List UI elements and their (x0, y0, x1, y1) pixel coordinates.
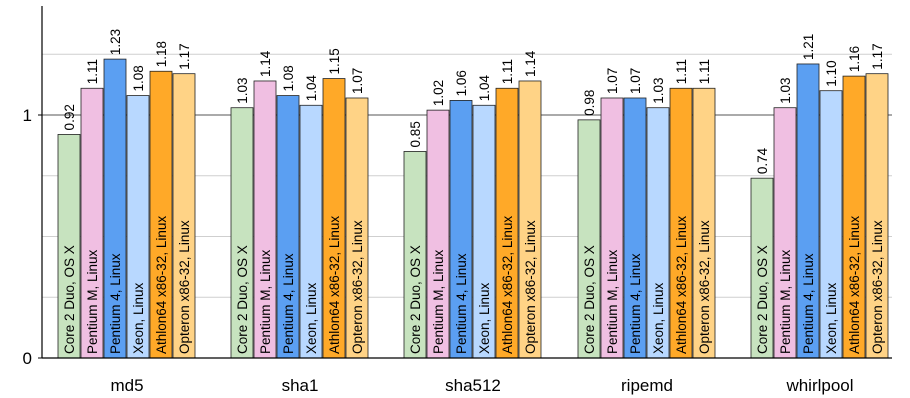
bar-series-label: Xeon, Linux (477, 282, 492, 354)
value-label: 1.07 (350, 68, 365, 94)
value-label: 1.15 (327, 48, 342, 74)
bar-series-label: Xeon, Linux (651, 282, 666, 354)
bar-series-label: Athlon64 x86-32, Linux (674, 216, 689, 354)
value-label: 1.14 (258, 50, 273, 77)
bar-series-label: Pentium 4, Linux (108, 253, 123, 354)
value-label: 1.11 (85, 59, 100, 84)
bar-series-label: Pentium 4, Linux (454, 253, 469, 354)
bar-series-label: Athlon64 x86-32, Linux (327, 216, 342, 354)
bar-series-label: Pentium 4, Linux (281, 253, 296, 354)
value-label: 0.98 (582, 90, 597, 116)
value-label: 1.08 (281, 65, 296, 91)
value-label: 1.03 (235, 77, 250, 103)
bar-series-label: Xeon, Linux (131, 282, 146, 354)
bar-series-label: Pentium M, Linux (778, 249, 793, 354)
value-label: 1.04 (477, 75, 492, 102)
bar-series-label: Xeon, Linux (304, 282, 319, 354)
bar-series-label: Pentium 4, Linux (801, 253, 816, 354)
bar-series-label: Pentium M, Linux (431, 249, 446, 354)
value-label: 1.07 (628, 68, 643, 94)
bar-series-label: Core 2 Duo, OS X (62, 245, 77, 354)
bar-series-label: Opteron x86-32, Linux (350, 220, 365, 354)
bar-series-label: Core 2 Duo, OS X (755, 245, 770, 354)
axes: md5 sha1 sha512 ripemd whirlpool 0 1 (23, 6, 892, 395)
bar-series-label: Opteron x86-32, Linux (697, 220, 712, 354)
value-label: 1.04 (304, 75, 319, 102)
bar-series-label: Pentium 4, Linux (628, 253, 643, 354)
bar-series-label: Core 2 Duo, OS X (235, 245, 250, 354)
bar-series-label: Xeon, Linux (824, 282, 839, 354)
value-label: 1.16 (847, 46, 862, 72)
bar-series-label: Core 2 Duo, OS X (408, 245, 423, 354)
y-tick-label: 0 (23, 349, 32, 368)
value-label: 1.23 (108, 29, 123, 55)
category-label: whirlpool (785, 376, 853, 395)
bar-series-label: Pentium M, Linux (605, 249, 620, 354)
y-tick-label: 1 (23, 106, 32, 125)
bar-series-label: Athlon64 x86-32, Linux (154, 216, 169, 354)
value-label: 1.07 (605, 68, 620, 94)
bar-series-label: Opteron x86-32, Linux (523, 220, 538, 354)
value-label: 1.14 (523, 50, 538, 77)
bar-series-label: Pentium M, Linux (85, 249, 100, 354)
value-label: 1.11 (500, 59, 515, 84)
category-label: ripemd (621, 376, 673, 395)
value-label: 1.03 (778, 77, 793, 103)
value-label: 1.11 (674, 59, 689, 84)
value-label: 1.08 (131, 65, 146, 91)
value-label: 1.06 (454, 70, 469, 96)
category-label: sha512 (445, 376, 501, 395)
value-label: 0.92 (62, 104, 77, 130)
bar-series-label: Opteron x86-32, Linux (870, 220, 885, 354)
value-label: 1.03 (651, 77, 666, 103)
value-label: 1.17 (177, 43, 192, 69)
category-label: md5 (110, 376, 143, 395)
bar-series-label: Core 2 Duo, OS X (582, 245, 597, 354)
category-label: sha1 (282, 376, 319, 395)
value-label: 1.17 (870, 43, 885, 69)
value-label: 1.10 (824, 60, 839, 86)
value-label: 1.02 (431, 80, 446, 106)
bar-series-label: Pentium M, Linux (258, 249, 273, 354)
value-label: 1.21 (801, 34, 816, 60)
bar-series-label: Opteron x86-32, Linux (177, 220, 192, 354)
value-label: 0.74 (755, 147, 770, 174)
value-label: 1.18 (154, 41, 169, 67)
bar-series-label: Athlon64 x86-32, Linux (847, 216, 862, 354)
value-label: 1.11 (697, 59, 712, 84)
bar-series-label: Athlon64 x86-32, Linux (500, 216, 515, 354)
bars: Core 2 Duo, OS X 0.92 Pentium M, Linux 1.11… (57, 29, 889, 359)
value-label: 0.85 (408, 121, 423, 147)
